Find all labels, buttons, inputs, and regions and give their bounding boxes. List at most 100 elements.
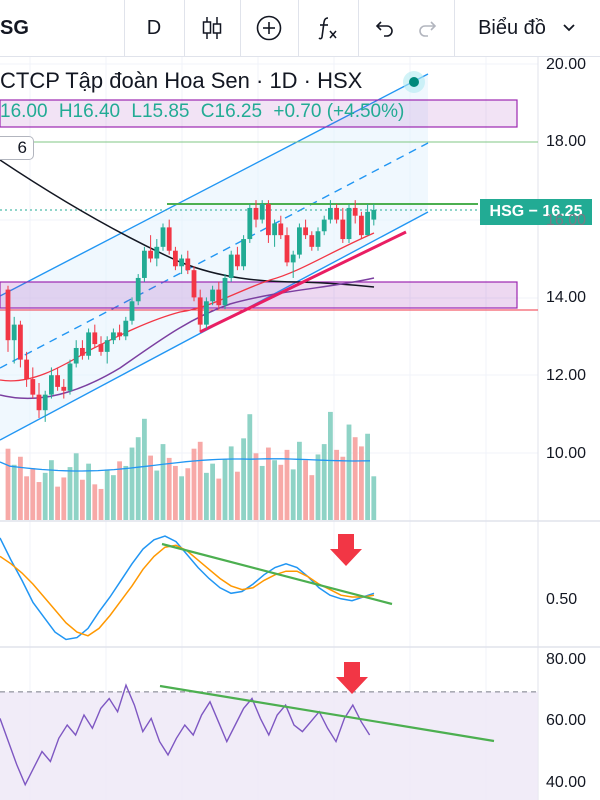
candle-body — [11, 324, 17, 341]
candle-body — [36, 394, 42, 411]
volume-bar — [266, 447, 271, 520]
candle-body — [154, 246, 160, 259]
chart-canvas[interactable] — [0, 57, 600, 800]
candle-body — [266, 204, 271, 236]
volume-bar — [259, 465, 265, 520]
volume-bar — [154, 470, 160, 520]
symbol-search-button[interactable]: SG — [0, 0, 108, 56]
price-axis-tick: 16.00 — [546, 212, 587, 229]
volume-bar — [315, 454, 321, 520]
volume-bar — [365, 433, 370, 520]
candle-body — [98, 344, 104, 352]
volume-bar — [5, 448, 11, 520]
top-toolbar: SG D — [0, 0, 600, 57]
candle-body — [309, 235, 315, 247]
candle-body — [30, 379, 36, 395]
indicators-count-badge[interactable]: 6 — [0, 136, 34, 160]
toolbar-divider — [358, 0, 359, 56]
volume-bar — [123, 465, 129, 520]
symbol-label: SG — [0, 16, 29, 39]
volume-bar — [179, 476, 184, 520]
volume-bar — [18, 456, 23, 520]
candle-body — [259, 204, 265, 220]
volume-ma-line — [0, 458, 371, 472]
candle-body — [346, 207, 352, 240]
volume-bar — [135, 437, 141, 520]
rsi-axis-tick: 80.00 — [546, 651, 587, 668]
volume-bar — [303, 460, 308, 520]
candle-body — [278, 223, 284, 236]
ma-mid-line — [0, 277, 375, 400]
chart-type-button[interactable] — [186, 0, 238, 56]
candle-body — [290, 254, 296, 263]
candle-body — [129, 301, 135, 321]
candle-body — [160, 227, 166, 247]
volume-bar — [117, 461, 122, 520]
volume-bar — [30, 468, 36, 520]
last-price-tag: HSG − 16.25 — [480, 199, 592, 225]
candle-body — [148, 250, 153, 259]
ohlc-close: C16.25 — [200, 101, 263, 122]
candles-icon — [202, 17, 222, 39]
redo-button[interactable] — [406, 0, 450, 56]
candle-body — [328, 207, 333, 220]
candle-body — [5, 289, 11, 341]
candle-body — [49, 375, 54, 395]
ohlc-high: H16.40 — [58, 101, 121, 122]
volume-bar — [309, 475, 315, 520]
rsi-line — [0, 683, 371, 787]
undo-button[interactable] — [362, 0, 406, 56]
candle-body — [142, 250, 147, 278]
volume-bar — [80, 479, 85, 520]
volume-bar — [321, 444, 327, 520]
candle-body — [253, 207, 259, 220]
candle-body — [284, 235, 290, 263]
candle-body — [111, 332, 116, 341]
volume-bar — [92, 484, 98, 520]
volume-bar — [49, 460, 54, 520]
volume-bar — [148, 455, 153, 520]
compare-add-button[interactable] — [242, 0, 296, 56]
candle-body — [272, 223, 277, 236]
volume-bar — [241, 438, 246, 520]
volume-bar — [290, 469, 296, 520]
volume-bar — [204, 472, 209, 520]
toolbar-divider — [240, 0, 241, 56]
rsi-axis-tick: 60.00 — [546, 712, 587, 729]
volume-bar — [166, 457, 172, 520]
candle-body — [42, 394, 48, 411]
oscillator-axis-tick: 0.50 — [546, 591, 578, 608]
layout-menu-button[interactable]: Biểu đồ — [458, 0, 600, 56]
candle-body — [204, 301, 209, 325]
candle-body — [216, 289, 222, 306]
volume-bar — [346, 424, 352, 520]
volume-bar — [191, 448, 197, 520]
redo-icon — [419, 21, 437, 37]
volume-bar — [371, 476, 377, 520]
ohlc-open: 16.00 — [0, 101, 48, 122]
candle-body — [18, 324, 23, 360]
interval-button[interactable]: D — [126, 0, 182, 56]
candle-body — [67, 363, 73, 391]
volume-bar — [73, 453, 79, 520]
volume-bar — [185, 468, 191, 520]
volume-bar — [278, 464, 284, 520]
volume-bar — [61, 477, 67, 520]
channel-upper-line — [0, 73, 429, 297]
candle-body — [55, 375, 60, 387]
channel-handle — [409, 77, 419, 87]
volume-bar — [160, 444, 166, 520]
indicators-button[interactable] — [300, 0, 356, 56]
candle-body — [365, 211, 370, 236]
candle-body — [352, 207, 358, 216]
volume-bar — [98, 488, 104, 520]
volume-bar — [42, 472, 48, 520]
volume-bar — [86, 463, 91, 520]
toolbar-divider — [298, 0, 299, 56]
candle-body — [303, 227, 308, 236]
candle-body — [228, 254, 234, 278]
ohlc-low: L15.85 — [131, 101, 190, 122]
candle-body — [191, 270, 197, 298]
candle-body — [73, 347, 79, 364]
volume-bar — [235, 471, 240, 520]
